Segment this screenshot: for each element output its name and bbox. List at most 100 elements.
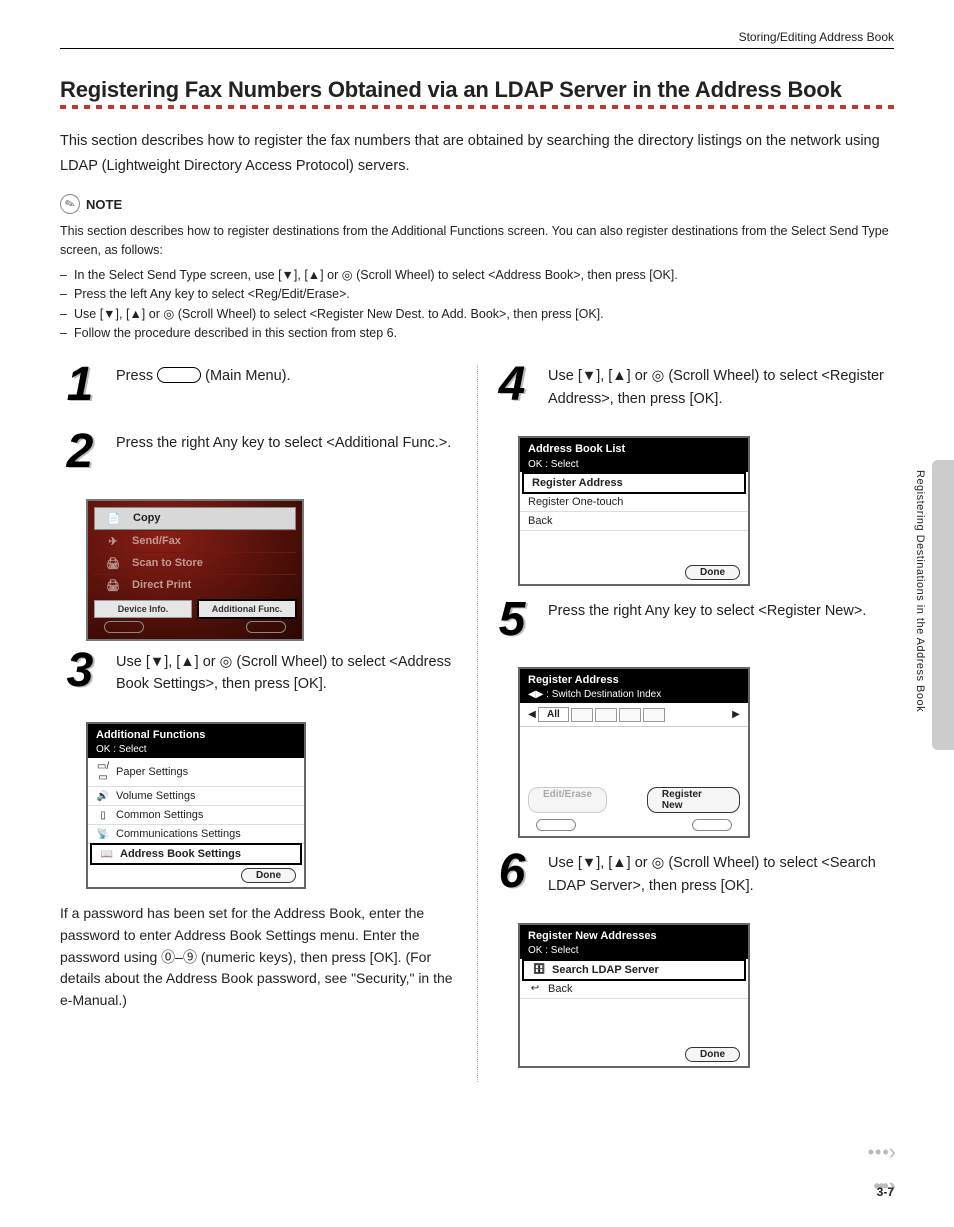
lcd-label: Register One-touch [528,496,623,508]
step-1: 1 Press (Main Menu). [60,365,463,406]
lcd-row: ▯Common Settings [88,806,304,825]
mm-row-direct: 🖨 Direct Print [94,574,296,596]
softkey-right-icon [246,621,286,633]
lcd-row-selected: 🗄 Search LDAP Server [522,959,746,981]
step-number: 3 [60,651,100,696]
edit-erase-button: Edit/Erase [528,787,607,813]
note-item: In the Select Send Type screen, use [▼],… [60,266,894,285]
softkey-left-icon [104,621,144,633]
lcd-row: 🔊 Volume Settings [88,787,304,806]
lcd-label: Register Address [532,477,623,489]
lcd-label: Volume Settings [116,790,196,802]
main-menu-screenshot: 📄 Copy ✈ Send/Fax 🖨 Scan to Store 🖨 Dire… [86,499,304,641]
note-item: Use [▼], [▲] or ◎ (Scroll Wheel) to sele… [60,305,894,324]
mm-label: Direct Print [132,579,191,591]
step-number: 2 [60,432,100,473]
paper-icon: ▭/▭ [96,761,110,783]
note-item: Press the left Any key to select <Reg/Ed… [60,285,894,304]
copy-icon: 📄 [105,512,123,525]
lcd-sub: OK : Select [528,945,579,956]
step-text: Use [▼], [▲] or ◎ (Scroll Wheel) to sele… [548,365,894,410]
lcd-label: Back [528,515,552,527]
step-6: 6 Use [▼], [▲] or ◎ (Scroll Wheel) to se… [492,852,894,897]
lcd-row: ▭/▭ Paper Settings [88,758,304,787]
book-icon: 📖 [100,849,114,860]
mm-row-sendfax: ✈ Send/Fax [94,530,296,552]
page-header: Storing/Editing Address Book [60,30,894,49]
right-arrow-icon: ▶ [730,709,742,720]
register-address-screen: Register Address ◀▶ : Switch Destination… [518,667,750,839]
additional-functions-screen: Additional Functions OK : Select ▭/▭ Pape… [86,722,306,890]
step1-before: Press [116,368,157,384]
lcd-row-selected: Register Address [522,472,746,494]
note-label: NOTE [86,197,122,212]
lcd-row: 📡 Communications Settings [88,825,304,844]
step-text: Press (Main Menu). [116,365,463,406]
softkey-right-icon [692,819,732,831]
main-menu-button-icon [157,367,201,383]
mm-label: Send/Fax [132,535,181,547]
step-text: Press the right Any key to select <Addit… [116,432,463,473]
back-icon: ↩ [528,983,542,994]
step1-after: (Main Menu). [201,368,290,384]
page-title: Registering Fax Numbers Obtained via an … [60,77,894,109]
step-number: 5 [492,600,532,641]
volume-icon: 🔊 [96,791,110,802]
intro-paragraph: This section describes how to register t… [60,129,894,178]
step-number: 6 [492,852,532,897]
note-icon [57,191,83,217]
note-list: In the Select Send Type screen, use [▼],… [60,266,894,344]
send-icon: ✈ [104,535,122,548]
lcd-label: Paper Settings [116,766,188,778]
lcd-label: Common Settings [116,809,203,821]
lcd-label: Communications Settings [116,828,241,840]
lcd-sub: ◀▶ : Switch Destination Index [528,689,661,700]
step-text: Press the right Any key to select <Regis… [548,600,894,641]
step-2: 2 Press the right Any key to select <Add… [60,432,463,473]
note-item: Follow the procedure described in this s… [60,324,894,343]
scan-icon: 🖨 [104,557,122,570]
mm-row-scan: 🖨 Scan to Store [94,552,296,574]
lcd-label: Back [548,983,572,995]
left-arrow-icon: ◀ [526,709,538,720]
page-number: 3-7 [877,1185,894,1199]
step-3: 3 Use [▼], [▲] or ◎ (Scroll Wheel) to se… [60,651,463,696]
lcd-title: Additional Functions [96,729,205,741]
step-text: Use [▼], [▲] or ◎ (Scroll Wheel) to sele… [116,651,463,696]
mm-row-copy: 📄 Copy [94,507,296,530]
lcd-title: Register New Addresses [528,930,657,942]
softkey-left-icon [536,819,576,831]
server-icon: 🗄 [532,964,546,975]
step-number: 4 [492,365,532,410]
side-chapter-label: Registering Destinations in the Address … [914,470,926,712]
tab-blank [619,708,641,722]
tab-all: All [538,707,569,722]
tab-blank [571,708,593,722]
continue-dots-icon: • • •› [868,1139,894,1165]
lcd-title: Register Address [528,674,619,686]
lcd-row: Register One-touch [520,493,748,512]
step3-followup: If a password has been set for the Addre… [60,903,463,1011]
lcd-label: Address Book Settings [120,848,241,860]
lcd-sub: OK : Select [528,459,579,470]
mm-label: Copy [133,512,161,524]
lcd-label: Search LDAP Server [552,964,659,976]
additional-func-button: Additional Func. [198,600,296,618]
step-number: 1 [60,365,100,406]
lcd-row: ↩ Back [520,980,748,999]
step-text: Use [▼], [▲] or ◎ (Scroll Wheel) to sele… [548,852,894,897]
done-button: Done [685,565,740,580]
device-info-button: Device Info. [94,600,192,618]
address-book-list-screen: Address Book List OK : Select Register A… [518,436,750,586]
print-icon: 🖨 [104,579,122,592]
lcd-title: Address Book List [528,443,625,455]
mm-label: Scan to Store [132,557,203,569]
lcd-row-selected: 📖 Address Book Settings [90,843,302,865]
lcd-sub: OK : Select [96,744,147,755]
tabs-row: ◀ All ▶ [520,703,748,727]
tab-blank [643,708,665,722]
note-body: This section describes how to register d… [60,222,894,260]
done-button: Done [241,868,296,883]
side-tab [932,460,954,750]
comm-icon: 📡 [96,829,110,840]
